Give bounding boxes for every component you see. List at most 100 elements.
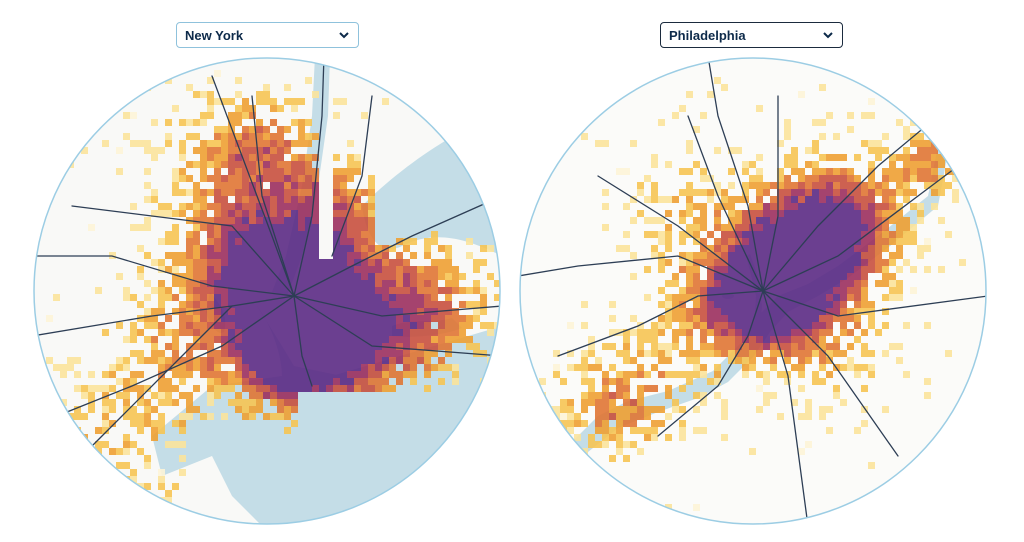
density-cell [924,182,931,189]
density-cell [868,322,875,329]
density-cell [361,231,368,238]
density-cell [798,322,805,329]
density-cell [396,266,403,273]
density-cell [714,378,721,385]
density-cell [396,315,403,322]
density-cell [326,308,333,315]
density-cell [200,203,207,210]
density-cell [277,301,284,308]
density-cell [242,245,249,252]
density-cell [361,294,368,301]
density-cell [221,245,228,252]
density-cell [228,224,235,231]
city-select-right[interactable]: Philadelphia [660,22,843,48]
density-cell [707,301,714,308]
density-cell [438,58,445,63]
density-cell [375,308,382,315]
density-cell [658,322,665,329]
density-cell [214,336,221,343]
density-cell [305,161,312,168]
density-cell [494,280,500,287]
density-cell [368,259,375,266]
density-cell [319,308,326,315]
density-cell [466,252,473,259]
density-cell [644,175,651,182]
density-cell [340,322,347,329]
density-cell [235,238,242,245]
density-cell [312,259,319,266]
density-cell [924,392,931,399]
density-cell [917,140,924,147]
density-cell [242,175,249,182]
density-cell [630,441,637,448]
density-cell [805,175,812,182]
density-cell [319,287,326,294]
density-cell [144,336,151,343]
density-cell [840,154,847,161]
density-cell [651,420,658,427]
density-cell [263,364,270,371]
density-cell [445,364,452,371]
density-cell [700,280,707,287]
density-cell [256,315,263,322]
density-cell [375,273,382,280]
density-cell [39,413,46,420]
density-cell [700,315,707,322]
density-cell [637,406,644,413]
density-cell [917,154,924,161]
density-cell [644,217,651,224]
density-cell [214,266,221,273]
density-cell [833,217,840,224]
density-cell [221,385,228,392]
density-cell [721,280,728,287]
density-cell [686,259,693,266]
density-cell [756,329,763,336]
density-cell [333,210,340,217]
density-cell [368,280,375,287]
density-cell [651,364,658,371]
density-cell [805,357,812,364]
density-cell [165,231,172,238]
density-cell [630,315,637,322]
density-cell [291,217,298,224]
density-cell [403,343,410,350]
density-cell [165,497,172,504]
density-cell [756,343,763,350]
density-cell [165,378,172,385]
new-york-density-map[interactable] [32,56,502,526]
density-cell [361,259,368,266]
density-cell [382,315,389,322]
density-cell [882,175,889,182]
density-cell [735,343,742,350]
density-cell [609,329,616,336]
density-cell [207,378,214,385]
density-cell [602,189,609,196]
density-cell [340,259,347,266]
density-cell [263,98,270,105]
density-cell [445,322,452,329]
density-cell [749,343,756,350]
density-cell [924,378,931,385]
density-cell [144,462,151,469]
density-cell [424,336,431,343]
transit-line [520,255,764,292]
city-select-left[interactable]: New York [176,22,359,48]
density-cell [130,294,137,301]
density-cell [403,315,410,322]
density-cell [179,371,186,378]
density-cell [319,322,326,329]
density-cell [749,182,756,189]
density-cell [144,168,151,175]
density-cell [826,203,833,210]
density-cell [235,119,242,126]
density-cell [60,420,67,427]
density-cell [263,175,270,182]
density-cell [298,203,305,210]
density-cell [672,294,679,301]
philadelphia-density-map[interactable] [518,56,988,526]
density-cell [312,196,319,203]
transit-line [34,255,295,297]
density-cell [291,224,298,231]
density-cell [714,210,721,217]
density-cell [602,224,609,231]
